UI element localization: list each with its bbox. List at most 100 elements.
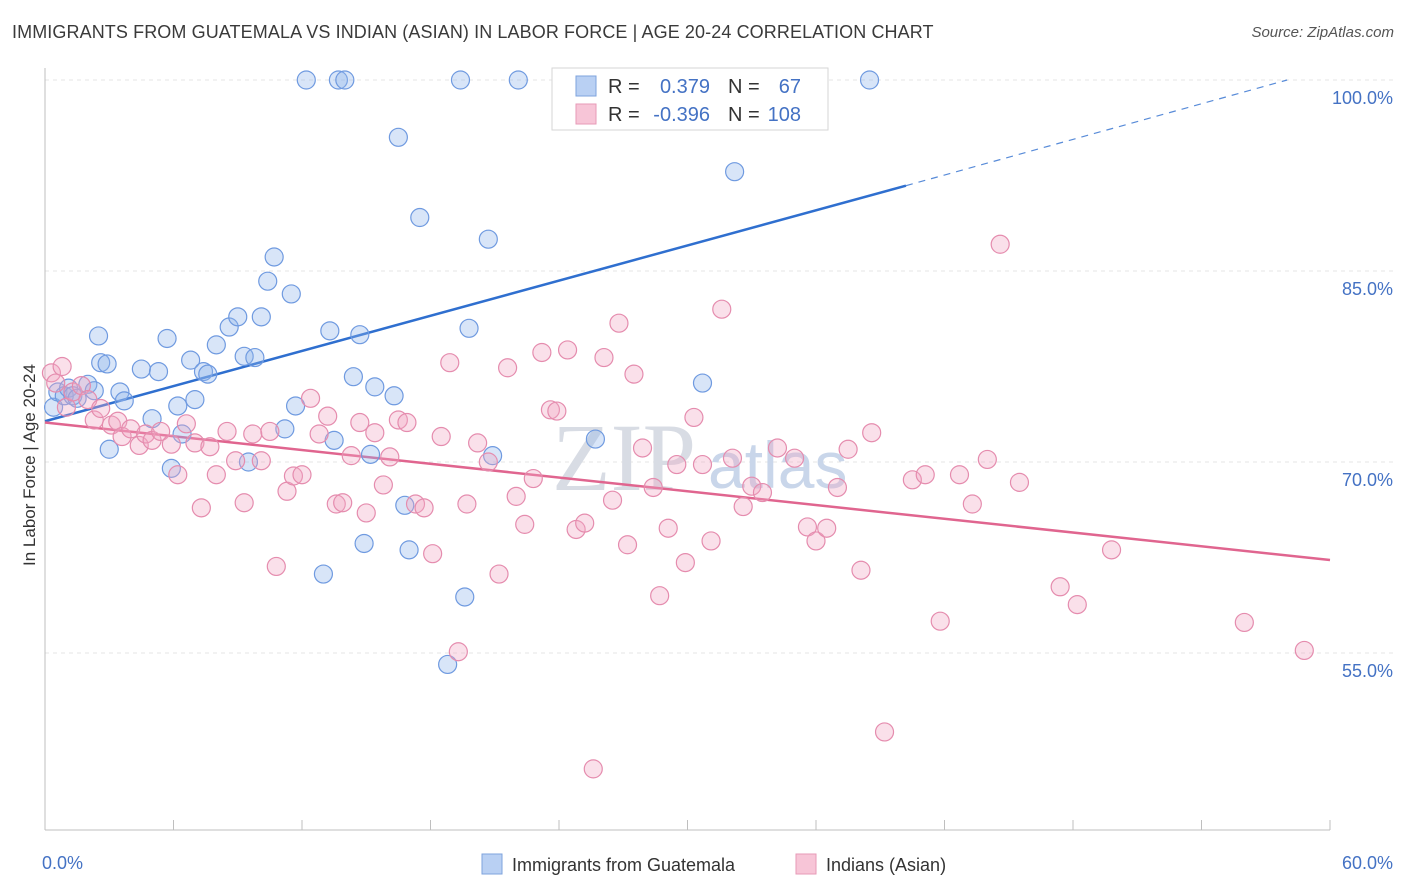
stats-r-label-1: R = bbox=[608, 104, 640, 126]
point-indian-18 bbox=[168, 465, 188, 485]
point-guatemala-32 bbox=[258, 271, 278, 291]
legend-swatch-indian bbox=[795, 853, 817, 875]
point-indian-86 bbox=[752, 482, 773, 503]
point-indian-37 bbox=[326, 494, 346, 514]
point-guatemala-59 bbox=[508, 70, 528, 90]
point-indian-106 bbox=[1067, 595, 1087, 615]
point-indian-57 bbox=[498, 358, 518, 378]
point-guatemala-33 bbox=[264, 247, 284, 267]
point-indian-85 bbox=[742, 476, 762, 496]
point-indian-89 bbox=[797, 517, 818, 537]
point-indian-28 bbox=[251, 451, 271, 471]
point-indian-0 bbox=[41, 363, 62, 383]
point-indian-19 bbox=[176, 414, 196, 434]
stats-r-value-1: -0.396 bbox=[653, 104, 710, 126]
point-indian-72 bbox=[624, 364, 644, 384]
point-indian-78 bbox=[675, 552, 695, 573]
point-indian-97 bbox=[902, 470, 922, 490]
point-guatemala-48 bbox=[384, 386, 404, 406]
point-indian-44 bbox=[380, 447, 400, 467]
point-guatemala-55 bbox=[455, 587, 475, 607]
point-indian-25 bbox=[226, 451, 246, 471]
point-indian-94 bbox=[851, 560, 871, 580]
point-guatemala-27 bbox=[228, 307, 248, 327]
point-indian-24 bbox=[217, 421, 237, 442]
stats-legend-box bbox=[551, 67, 829, 131]
point-indian-40 bbox=[350, 412, 370, 433]
stats-swatch-indian bbox=[575, 103, 597, 125]
point-indian-68 bbox=[594, 347, 614, 368]
point-indian-105 bbox=[1050, 577, 1070, 597]
point-indian-17 bbox=[161, 434, 181, 454]
x-tick-labels: 0.0% 60.0% bbox=[42, 853, 1393, 873]
point-guatemala-16 bbox=[148, 361, 169, 382]
point-indian-67 bbox=[583, 759, 603, 779]
point-guatemala-52 bbox=[410, 207, 430, 228]
point-indian-91 bbox=[817, 518, 837, 538]
stats-n-value-1: 108 bbox=[768, 104, 801, 126]
point-indian-83 bbox=[722, 448, 743, 468]
point-guatemala-22 bbox=[185, 390, 205, 410]
point-indian-46 bbox=[397, 412, 417, 433]
point-indian-39 bbox=[341, 446, 361, 466]
point-indian-84 bbox=[733, 496, 753, 517]
trend-line-guatemala-extension bbox=[905, 79, 1288, 187]
point-indian-23 bbox=[206, 465, 226, 485]
stats-legend: R = 0.379 N = 67 R = -0.396 N = 108 bbox=[551, 67, 829, 131]
source-credit: Source: ZipAtlas.com bbox=[1251, 24, 1394, 41]
trend-lines bbox=[44, 79, 1331, 562]
point-indian-21 bbox=[191, 498, 211, 518]
point-indian-100 bbox=[949, 465, 970, 485]
legend-label-indian: Indians (Asian) bbox=[826, 855, 946, 875]
point-guatemala-36 bbox=[285, 396, 306, 416]
point-indian-76 bbox=[658, 518, 678, 538]
point-indian-1 bbox=[46, 373, 66, 393]
point-indian-66 bbox=[575, 513, 595, 533]
point-guatemala-60 bbox=[585, 429, 606, 449]
legend-label-guatemala: Immigrants from Guatemala bbox=[512, 855, 736, 875]
point-indian-81 bbox=[701, 531, 721, 551]
point-guatemala-45 bbox=[354, 533, 374, 554]
point-guatemala-37 bbox=[296, 70, 316, 90]
point-indian-80 bbox=[692, 454, 713, 475]
point-guatemala-41 bbox=[328, 70, 349, 90]
point-indian-41 bbox=[356, 503, 376, 523]
y-tick-label-1: 70.0% bbox=[1342, 470, 1393, 490]
point-indian-109 bbox=[1294, 640, 1314, 661]
point-indian-51 bbox=[440, 353, 460, 373]
trend-line-indian bbox=[44, 421, 1331, 562]
point-indian-88 bbox=[784, 448, 805, 468]
point-indian-33 bbox=[292, 465, 312, 485]
point-indian-77 bbox=[667, 454, 687, 475]
point-indian-59 bbox=[515, 514, 535, 534]
point-indian-87 bbox=[767, 438, 788, 458]
point-indian-70 bbox=[609, 313, 629, 333]
point-guatemala-57 bbox=[478, 229, 498, 249]
point-guatemala-17 bbox=[157, 328, 177, 349]
series-indian-points bbox=[41, 234, 1314, 779]
point-guatemala-12 bbox=[110, 382, 130, 402]
point-guatemala-39 bbox=[320, 321, 340, 341]
point-indian-48 bbox=[414, 498, 434, 518]
point-indian-99 bbox=[930, 611, 950, 631]
point-indian-53 bbox=[457, 494, 477, 514]
stats-n-value-0: 67 bbox=[779, 76, 801, 98]
point-guatemala-19 bbox=[168, 396, 188, 416]
point-guatemala-10 bbox=[97, 354, 117, 374]
point-indian-61 bbox=[532, 342, 552, 363]
point-guatemala-47 bbox=[365, 377, 385, 397]
point-indian-38 bbox=[333, 493, 353, 513]
point-indian-75 bbox=[650, 586, 670, 606]
point-indian-79 bbox=[684, 407, 704, 428]
point-indian-92 bbox=[827, 477, 848, 498]
point-indian-96 bbox=[874, 722, 895, 742]
point-guatemala-21 bbox=[181, 350, 201, 370]
point-guatemala-51 bbox=[399, 540, 419, 560]
point-indian-2 bbox=[52, 356, 72, 377]
point-guatemala-8 bbox=[88, 326, 109, 346]
point-indian-16 bbox=[151, 421, 171, 442]
y-tick-label-0: 55.0% bbox=[1342, 661, 1393, 681]
point-indian-90 bbox=[806, 531, 826, 551]
point-guatemala-56 bbox=[459, 318, 479, 338]
point-indian-49 bbox=[423, 544, 443, 564]
